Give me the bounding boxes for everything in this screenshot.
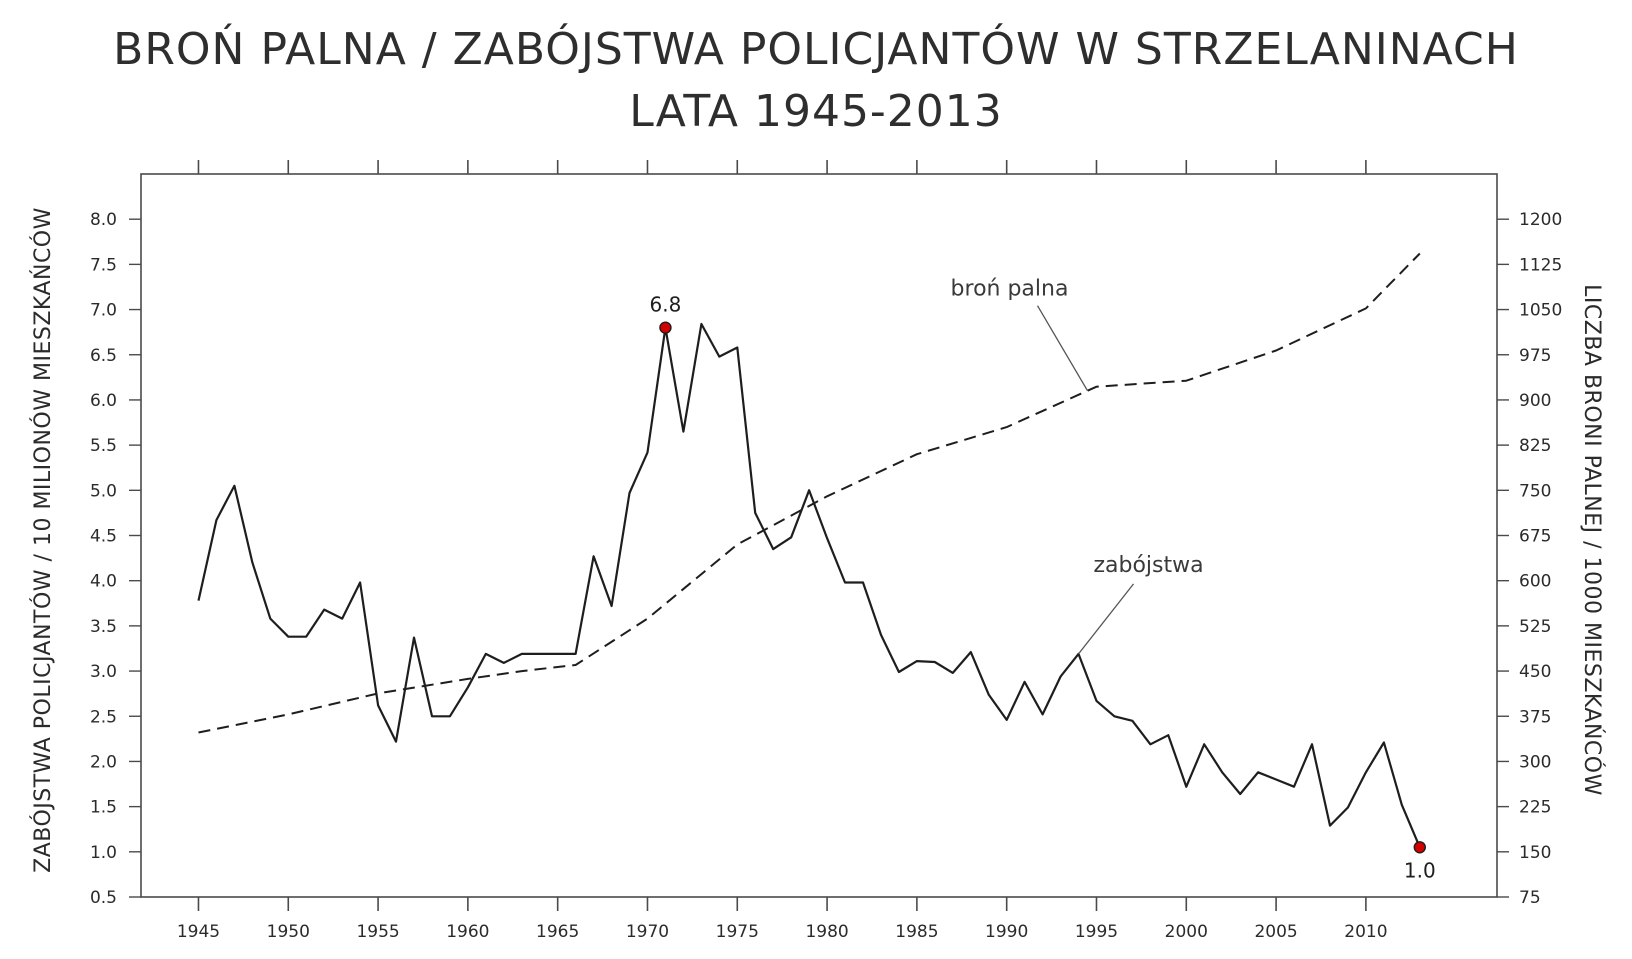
y-right-tick-label: 375 xyxy=(1519,707,1551,727)
annotation-broń-palna: broń palna xyxy=(951,277,1069,302)
y-left-tick-label: 6.5 xyxy=(90,346,117,366)
y-axis-right: 75 150 225 300 375 450 525 600 675 750 825 900 975 10… xyxy=(1497,210,1562,908)
y-left-tick-label: 3.0 xyxy=(90,662,117,682)
y-left-tick-label: 7.5 xyxy=(90,255,117,275)
chart-title-line-2: LATA 1945-2013 xyxy=(629,86,1003,137)
x-tick-label: 1985 xyxy=(895,922,938,942)
x-tick-label: 1990 xyxy=(985,922,1028,942)
y-right-tick-label: 1200 xyxy=(1519,210,1562,230)
y-axis-left-label: ZABÓJSTWA POLICJANTÓW / 10 MILIONÓW MIES… xyxy=(30,207,56,873)
plot-border xyxy=(140,173,1498,898)
y-right-tick-label: 1050 xyxy=(1519,301,1562,321)
plot-frame xyxy=(140,173,1498,898)
y-left-tick-label: 6.0 xyxy=(90,391,117,411)
annotation-zabójstwa: zabójstwa xyxy=(1093,553,1203,578)
x-tick-label: 2010 xyxy=(1344,922,1387,942)
x-tick-label: 1970 xyxy=(626,922,669,942)
x-tick-label: 1980 xyxy=(805,922,848,942)
y-left-tick-label: 2.0 xyxy=(90,752,117,772)
chart-title-line-1: BROŃ PALNA / ZABÓJSTWA POLICJANTÓW W STR… xyxy=(113,24,1519,75)
y-right-tick-label: 900 xyxy=(1519,391,1551,411)
y-left-tick-label: 8.0 xyxy=(90,210,117,230)
y-right-tick-label: 1125 xyxy=(1519,255,1562,275)
y-right-tick-label: 825 xyxy=(1519,436,1551,456)
y-right-tick-label: 600 xyxy=(1519,572,1551,592)
x-tick-label: 2000 xyxy=(1165,922,1208,942)
y-left-tick-label: 4.5 xyxy=(90,527,117,547)
x-tick-label: 1965 xyxy=(536,922,579,942)
y-right-tick-label: 300 xyxy=(1519,752,1551,772)
y-left-tick-label: 7.0 xyxy=(90,301,117,321)
x-tick-label: 1945 xyxy=(177,922,220,942)
y-axis-left: 0.5 1.0 1.5 2.0 2.5 3.0 3.5 4.0 4.5 5.0 5.5 6.0 6.5 7… xyxy=(90,210,141,908)
y-right-tick-label: 525 xyxy=(1519,617,1551,637)
series-group xyxy=(197,252,1421,848)
y-left-tick-label: 1.0 xyxy=(90,843,117,863)
y-axis-right-label: LICZBA BRONI PALNEJ / 1000 MIESZKAŃCÓW xyxy=(1579,284,1605,796)
y-left-tick-label: 4.0 xyxy=(90,572,117,592)
annotation-leader xyxy=(1078,583,1135,655)
x-axis: 1945 1950 1955 1960 1965 1970 1975 1980 1985 1990… xyxy=(177,160,1388,942)
annotation-leader xyxy=(1036,305,1089,392)
y-right-tick-label: 750 xyxy=(1519,481,1551,501)
highlight-marker xyxy=(1413,841,1426,854)
x-tick-label: 1975 xyxy=(716,922,759,942)
x-tick-label: 1950 xyxy=(267,922,310,942)
y-right-tick-label: 75 xyxy=(1519,888,1541,908)
y-right-tick-label: 675 xyxy=(1519,527,1551,547)
highlight-marker xyxy=(659,321,672,334)
y-left-tick-label: 5.5 xyxy=(90,436,117,456)
y-right-tick-label: 450 xyxy=(1519,662,1551,682)
y-left-tick-label: 5.0 xyxy=(90,481,117,501)
annotations: broń palna zabójstwa 6.8 1.0 xyxy=(650,277,1436,883)
y-left-tick-label: 2.5 xyxy=(90,707,117,727)
highlight-label: 6.8 xyxy=(650,293,682,317)
y-left-tick-label: 1.5 xyxy=(90,798,117,818)
y-left-tick-label: 3.5 xyxy=(90,617,117,637)
x-tick-label: 2005 xyxy=(1254,922,1297,942)
y-left-tick-label: 0.5 xyxy=(90,888,117,908)
y-right-tick-label: 975 xyxy=(1519,346,1551,366)
series-line-broń-palna xyxy=(198,252,1421,734)
y-right-tick-label: 225 xyxy=(1519,798,1551,818)
x-tick-label: 1995 xyxy=(1075,922,1118,942)
x-tick-label: 1960 xyxy=(446,922,489,942)
x-tick-label: 1955 xyxy=(356,922,399,942)
series-line-zabójstwa xyxy=(197,322,1421,848)
highlight-label: 1.0 xyxy=(1404,858,1436,882)
y-right-tick-label: 150 xyxy=(1519,843,1551,863)
